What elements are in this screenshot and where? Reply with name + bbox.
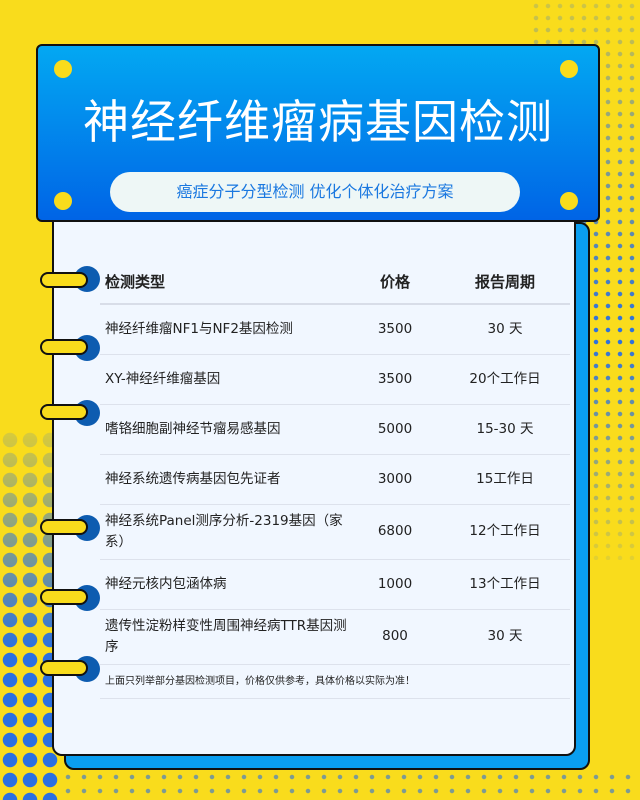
disclaimer-row: 上面只列举部分基因检测项目，价格仅供参考，具体价格以实际为准！ <box>100 664 570 699</box>
price: 5000 <box>350 404 440 455</box>
test-name: 神经系统遗传病基因包先证者 <box>100 454 350 505</box>
header-banner: 神经纤维瘤病基因检测 癌症分子分型检测 优化个体化治疗方案 <box>36 44 600 222</box>
report-period: 12个工作日 <box>440 504 570 560</box>
binder-ring <box>40 404 88 420</box>
price: 3500 <box>350 354 440 405</box>
test-name: XY-神经纤维瘤基因 <box>100 354 350 405</box>
corner-dot <box>560 60 578 78</box>
corner-dot <box>54 192 72 210</box>
binder-ring <box>40 660 88 676</box>
test-name: 神经纤维瘤NF1与NF2基因检测 <box>100 304 350 355</box>
binder-ring <box>40 519 88 535</box>
table-row: 神经系统遗传病基因包先证者 3000 15工作日 <box>100 454 570 505</box>
test-name: 嗜铬细胞副神经节瘤易感基因 <box>100 404 350 455</box>
column-header-period: 报告周期 <box>440 260 570 305</box>
page-title: 神经纤维瘤病基因检测 <box>83 95 553 149</box>
column-header-type: 检测类型 <box>100 260 350 305</box>
table-row: 嗜铬细胞副神经节瘤易感基因 5000 15-30 天 <box>100 404 570 455</box>
price: 3000 <box>350 454 440 505</box>
report-period: 15工作日 <box>440 454 570 505</box>
table-row: 神经纤维瘤NF1与NF2基因检测 3500 30 天 <box>100 304 570 355</box>
binder-ring <box>40 272 88 288</box>
binder-ring <box>40 339 88 355</box>
test-name: 神经系统Panel测序分析-2319基因（家系） <box>100 504 350 560</box>
price: 3500 <box>350 304 440 355</box>
column-header-price: 价格 <box>350 260 440 305</box>
dot-pattern-bottom <box>60 770 640 800</box>
corner-dot <box>54 60 72 78</box>
price: 6800 <box>350 504 440 560</box>
report-period: 15-30 天 <box>440 404 570 455</box>
test-name: 遗传性淀粉样变性周围神经病TTR基因测序 <box>100 609 350 665</box>
subtitle-pill: 癌症分子分型检测 优化个体化治疗方案 <box>110 172 520 212</box>
report-period: 30 天 <box>440 304 570 355</box>
disclaimer-note: 上面只列举部分基因检测项目，价格仅供参考，具体价格以实际为准！ <box>100 664 570 699</box>
price-table: 检测类型 价格 报告周期 神经纤维瘤NF1与NF2基因检测 3500 30 天 XY… <box>100 260 570 699</box>
table-row: XY-神经纤维瘤基因 3500 20个工作日 <box>100 354 570 405</box>
price: 1000 <box>350 559 440 610</box>
test-name: 神经元核内包涵体病 <box>100 559 350 610</box>
price: 800 <box>350 609 440 665</box>
dot-pattern-left <box>0 430 60 800</box>
table-header: 检测类型 价格 报告周期 <box>100 260 570 305</box>
table-row: 神经系统Panel测序分析-2319基因（家系） 6800 12个工作日 <box>100 504 570 560</box>
corner-dot <box>560 192 578 210</box>
report-period: 30 天 <box>440 609 570 665</box>
table-row: 遗传性淀粉样变性周围神经病TTR基因测序 800 30 天 <box>100 609 570 665</box>
table-row: 神经元核内包涵体病 1000 13个工作日 <box>100 559 570 610</box>
binder-ring <box>40 589 88 605</box>
report-period: 20个工作日 <box>440 354 570 405</box>
report-period: 13个工作日 <box>440 559 570 610</box>
